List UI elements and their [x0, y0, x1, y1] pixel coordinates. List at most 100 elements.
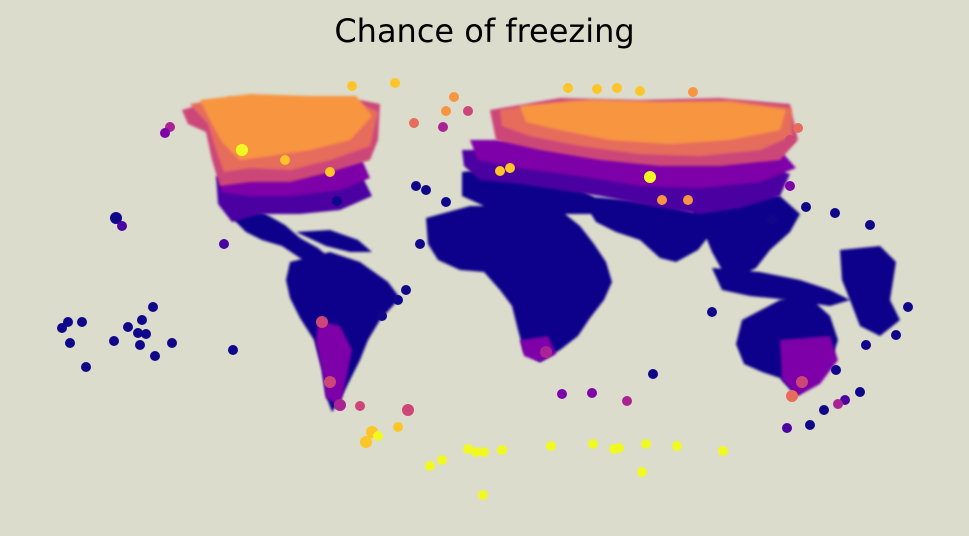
station-dot — [546, 441, 556, 451]
station-dot — [421, 185, 431, 195]
station-dot — [347, 81, 357, 91]
station-dot — [110, 212, 122, 224]
station-dot — [831, 365, 841, 375]
station-dot — [785, 135, 795, 145]
cluster-africa — [426, 206, 612, 362]
station-dot — [891, 330, 901, 340]
station-dot — [65, 338, 75, 348]
station-dot — [137, 315, 147, 325]
cluster-central-america — [228, 210, 330, 266]
station-dot — [77, 317, 87, 327]
station-dot — [141, 329, 151, 339]
station-dot — [903, 302, 913, 312]
station-dot — [401, 285, 411, 295]
cluster-pacific-islands — [840, 246, 900, 336]
station-dot — [316, 316, 328, 328]
station-dot — [819, 405, 829, 415]
station-dot — [614, 443, 624, 453]
station-dot — [438, 122, 448, 132]
station-dot — [393, 422, 403, 432]
station-dot — [805, 420, 815, 430]
station-dot — [150, 351, 160, 361]
station-dot — [377, 311, 387, 321]
station-dot — [612, 83, 622, 93]
station-dot — [463, 106, 473, 116]
station-dot — [441, 197, 451, 207]
station-dot — [148, 302, 158, 312]
station-dot — [683, 195, 693, 205]
station-dot — [563, 83, 573, 93]
station-dot — [622, 396, 632, 406]
station-dot — [402, 404, 414, 416]
station-dot — [360, 436, 372, 448]
station-dot — [280, 155, 290, 165]
station-dot — [415, 239, 425, 249]
map-title: Chance of freezing — [334, 12, 635, 50]
station-dot — [688, 87, 698, 97]
station-dot — [390, 78, 400, 88]
station-dot — [557, 389, 567, 399]
station-dot — [796, 376, 808, 388]
station-dot — [637, 467, 647, 477]
station-dot — [718, 446, 728, 456]
station-clusters-high — [182, 94, 798, 186]
station-dot — [657, 195, 667, 205]
station-dot — [505, 163, 515, 173]
station-dot — [409, 118, 419, 128]
cluster-south-asia — [580, 196, 712, 262]
station-dot — [325, 167, 335, 177]
station-dot — [81, 362, 91, 372]
station-dot — [592, 84, 602, 94]
station-dot — [865, 220, 875, 230]
station-dot — [117, 221, 127, 231]
station-dot — [463, 444, 473, 454]
station-dots — [57, 78, 913, 500]
station-dot — [332, 196, 342, 206]
station-dot — [793, 123, 803, 133]
station-dot — [109, 336, 119, 346]
station-dot — [861, 340, 871, 350]
station-dot — [133, 328, 143, 338]
station-dot — [411, 181, 421, 191]
station-dot — [801, 202, 811, 212]
station-dot — [785, 181, 795, 191]
station-dot — [786, 390, 798, 402]
cluster-indonesia — [712, 268, 850, 306]
station-dot — [587, 388, 597, 398]
station-dot — [228, 345, 238, 355]
station-dot — [767, 215, 777, 225]
station-dot — [123, 322, 133, 332]
station-dot — [236, 144, 248, 156]
station-dot — [478, 490, 488, 500]
station-dot — [588, 439, 598, 449]
station-dot — [471, 447, 481, 457]
station-dot — [830, 208, 840, 218]
station-dot — [160, 128, 170, 138]
station-dot — [479, 447, 489, 457]
station-dot — [437, 455, 447, 465]
cluster-caribbean — [296, 230, 372, 252]
station-dot — [355, 401, 365, 411]
cluster-eurasia-mid — [470, 140, 796, 188]
station-dot — [219, 239, 229, 249]
station-dot — [135, 340, 145, 350]
station-dot — [833, 399, 843, 409]
station-dot — [707, 307, 717, 317]
station-dot — [648, 369, 658, 379]
cluster-siberia — [520, 100, 786, 144]
station-dot — [393, 295, 403, 305]
station-dot — [782, 423, 792, 433]
station-dot — [63, 317, 73, 327]
station-dot — [672, 441, 682, 451]
station-dot — [334, 399, 346, 411]
station-dot — [540, 346, 552, 358]
station-dot — [855, 387, 865, 397]
station-dot — [449, 92, 459, 102]
station-dot — [324, 376, 336, 388]
station-dot — [641, 439, 651, 449]
cluster-se-australia — [780, 336, 838, 396]
station-dot — [167, 338, 177, 348]
station-dot — [635, 86, 645, 96]
